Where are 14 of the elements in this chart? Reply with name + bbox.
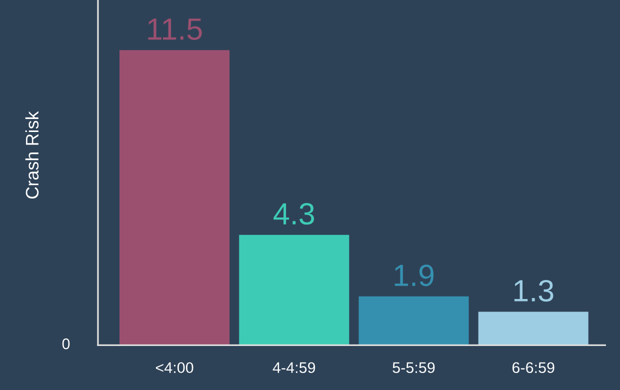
- text: 0: [62, 338, 70, 350]
- data-label: 4.3: [274, 203, 314, 225]
- bar: [478, 312, 588, 346]
- bar: [239, 234, 350, 346]
- y-axis-title: Crash Risk: [25, 111, 39, 199]
- data-label: 1.9: [394, 264, 434, 286]
- data-label: 1.3: [514, 280, 554, 302]
- bar: [358, 296, 469, 346]
- x-tick-label: 6-6:59: [512, 362, 554, 374]
- bar: [119, 50, 230, 346]
- x-tick-label: 5-5:59: [392, 362, 435, 374]
- data-label: 11.5: [148, 18, 202, 40]
- x-tick-label: 4-4:59: [272, 362, 316, 374]
- x-tick-label: <4:00: [156, 362, 194, 374]
